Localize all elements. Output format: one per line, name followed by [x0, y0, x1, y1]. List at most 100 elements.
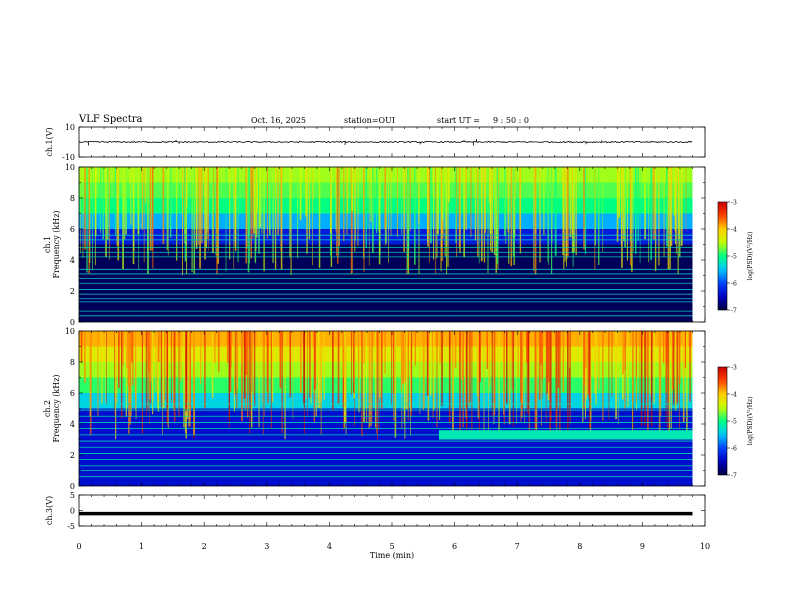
ch2-spectrogram-hot-streak	[155, 331, 157, 391]
ch1-spectrogram-streak	[343, 167, 345, 242]
ch1-spectrogram-streak	[669, 167, 671, 270]
ch2-spectrogram-streak	[471, 331, 473, 439]
ch2-spectrogram-hot-streak	[251, 331, 253, 393]
ch1-spectrogram-streak	[414, 167, 416, 265]
ch2-spectrogram-streak	[410, 331, 412, 412]
ch2-spectrogram-colorbar-tick-label: -4	[731, 392, 737, 399]
ch3-waveform-ylabel-line: ch.3(V)	[45, 496, 54, 525]
ch1-spectrogram-colorbar-tick-label: -7	[731, 308, 737, 315]
x-tick-label: 10	[700, 542, 710, 551]
ch1-spectrogram-hot-streak	[256, 167, 258, 213]
ch1-spectrogram-hot-streak	[254, 167, 256, 227]
ch1-spectrogram-streak	[409, 167, 411, 231]
ch1-spectrogram-streak	[249, 167, 250, 264]
ch1-spectrogram-streak	[435, 167, 437, 274]
ch2-spectrogram-streak	[640, 331, 643, 427]
ch2-spectrogram-hot-streak	[193, 331, 195, 380]
ch1-spectrogram-streak	[633, 167, 634, 252]
ch1-spectrogram-streak	[193, 167, 195, 274]
ch1-spectrogram-streak	[105, 167, 107, 257]
ch1-spectrogram-streak	[355, 167, 356, 241]
ch2-spectrogram-streak	[555, 331, 557, 426]
ch1-spectrogram-streak	[648, 167, 650, 263]
ch2-spectrogram-streak	[469, 331, 471, 402]
ch2-spectrogram-hot-streak	[80, 331, 83, 363]
ch1-spectrogram-streak	[487, 167, 489, 273]
ch1-spectrogram-streak	[427, 167, 429, 247]
ch2-spectrogram-streak	[166, 331, 168, 425]
ch2-spectrogram-streak	[638, 331, 640, 401]
ch2-spectrogram-hot-streak	[489, 331, 491, 387]
ch2-spectrogram-streak	[462, 331, 464, 428]
ch3-waveform-ytick-label: 0	[70, 507, 75, 516]
ch2-spectrogram-streak	[569, 331, 570, 422]
ch1-spectrogram-streak	[162, 167, 165, 245]
ch2-spectrogram-streak	[476, 331, 479, 397]
ch1-spectrogram-streak	[583, 167, 585, 250]
ch1-spectrogram-streak	[122, 167, 124, 270]
ch2-spectrogram-streak	[262, 331, 264, 436]
ch1-spectrogram-streak	[267, 167, 268, 239]
ch1-spectrogram-streak	[459, 167, 461, 254]
ch1-spectrogram-streak	[639, 167, 641, 263]
ch2-spectrogram-streak	[406, 331, 408, 410]
ch1-spectrogram-ytick-label: 4	[70, 256, 75, 265]
ch1-spectrogram-streak	[681, 167, 683, 246]
ch2-spectrogram-hot-streak	[126, 331, 128, 369]
ch1-spectrogram-streak	[196, 167, 198, 247]
ch2-spectrogram-streak	[512, 331, 514, 427]
ch1-spectrogram-streak	[330, 167, 332, 233]
ch1-spectrogram-colorbar-tick-label: -4	[731, 227, 737, 234]
ch1-spectrogram-streak	[330, 167, 333, 267]
ch2-spectrogram-streak	[411, 331, 413, 417]
ch1-spectrogram-streak	[363, 167, 365, 272]
ch2-spectrogram-streak	[424, 331, 425, 409]
ch2-spectrogram-streak	[611, 331, 613, 397]
ch2-spectrogram-hot-streak	[557, 331, 560, 388]
ch1-spectrogram-hot-streak	[186, 167, 188, 207]
ch1-spectrogram-ytick-label: 6	[70, 225, 75, 234]
ch1-spectrogram-streak	[290, 167, 292, 276]
ch1-spectrogram-streak	[477, 167, 479, 257]
ch1-spectrogram-streak	[261, 167, 263, 234]
ch2-spectrogram-ytick-label: 8	[70, 358, 75, 367]
ch2-spectrogram-streak	[105, 331, 106, 403]
ch1-spectrogram-streak	[245, 167, 247, 264]
ch1-spectrogram-streak	[272, 167, 274, 263]
ch1-spectrogram-streak	[346, 167, 348, 235]
ch2-spectrogram-streak	[303, 331, 305, 404]
ch2-spectrogram-hot-streak	[583, 331, 586, 386]
ch2-spectrogram-hot-streak	[404, 331, 406, 383]
figure-title: VLF Spectra	[79, 114, 143, 125]
ch1-spectrogram-hot-streak	[351, 167, 354, 212]
ch2-spectrogram-streak	[521, 331, 524, 405]
ch2-spectrogram-streak	[147, 331, 149, 411]
ch2-spectrogram-hot-streak	[684, 331, 686, 369]
ch1-spectrogram-streak	[650, 167, 652, 261]
ch1-spectrogram-streak	[401, 167, 403, 235]
ch1-spectrogram-streak	[498, 167, 499, 241]
ch1-spectrogram-streak	[631, 167, 633, 272]
ch1-spectrogram-streak	[512, 167, 515, 257]
ch2-spectrogram-streak	[559, 331, 561, 438]
ch2-spectrogram-streak	[506, 331, 508, 404]
ch2-spectrogram-streak	[264, 331, 265, 418]
ch1-spectrogram-streak	[658, 167, 660, 266]
ch2-spectrogram-streak	[261, 331, 263, 404]
ch2-spectrogram-streak	[436, 331, 438, 428]
ch1-spectrogram-streak	[548, 167, 550, 265]
ch2-spectrogram-streak	[116, 331, 118, 405]
ch1-spectrogram-streak	[365, 167, 367, 248]
ch2-spectrogram-streak	[243, 331, 246, 399]
ch2-spectrogram-streak	[439, 331, 441, 421]
ch1-spectrogram-streak	[489, 167, 491, 251]
ch1-spectrogram-streak	[114, 167, 116, 235]
ch2-spectrogram-streak	[422, 331, 424, 410]
ch2-spectrogram-streak	[106, 331, 107, 405]
ch1-spectrogram-streak	[602, 167, 604, 253]
ch1-spectrogram-streak	[335, 167, 337, 232]
ch1-spectrogram-streak	[234, 167, 236, 248]
ch2-spectrogram-streak	[241, 331, 243, 421]
ch1-spectrogram-streak	[543, 167, 545, 235]
ch2-spectrogram-hot-streak	[454, 331, 457, 368]
